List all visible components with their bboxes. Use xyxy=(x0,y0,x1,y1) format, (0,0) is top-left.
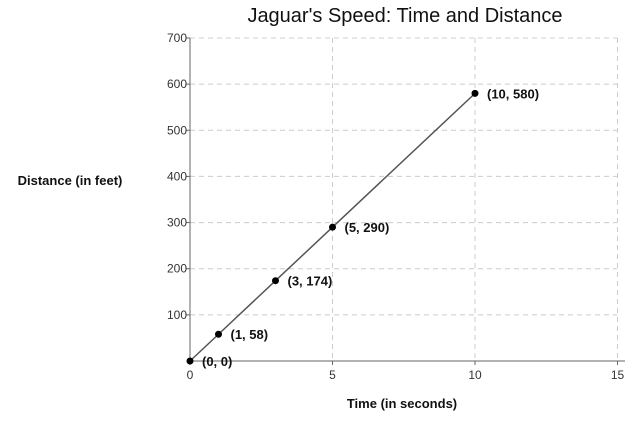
data-point xyxy=(329,223,336,231)
y-tick-label: 200 xyxy=(167,262,187,276)
tick-label-layer: 100 200 300 400 500 600 700 0 5 10 15 xyxy=(167,31,625,382)
y-tick-label: 400 xyxy=(167,169,187,183)
data-point-label: (10, 580) xyxy=(487,86,539,101)
x-tick-label: 15 xyxy=(611,368,625,382)
data-point-label: (5, 290) xyxy=(345,220,390,235)
data-point-label: (1, 58) xyxy=(231,327,269,342)
y-axis-label: Distance (in feet) xyxy=(18,173,123,188)
data-point-label: (0, 0) xyxy=(202,354,232,369)
y-tick-label: 700 xyxy=(167,31,187,45)
y-tick-label: 300 xyxy=(167,216,187,230)
y-tick-label: 100 xyxy=(167,308,187,322)
grid-layer xyxy=(190,37,618,361)
y-tick-label: 600 xyxy=(167,77,187,91)
point-label-layer: (0, 0) (1, 58) (3, 174) (5, 290) (10, 580) xyxy=(202,86,539,369)
data-point xyxy=(471,89,479,97)
data-point xyxy=(272,277,279,285)
axis-layer xyxy=(186,37,625,365)
point-layer xyxy=(186,89,479,365)
chart-title: Jaguar's Speed: Time and Distance xyxy=(247,5,562,27)
data-point-label: (3, 174) xyxy=(288,274,333,289)
x-tick-label: 5 xyxy=(329,368,336,382)
x-tick-label: 10 xyxy=(468,368,482,382)
data-point xyxy=(186,357,194,365)
x-tick-label: 0 xyxy=(187,368,194,382)
x-axis-label: Time (in seconds) xyxy=(347,396,457,411)
y-tick-label: 500 xyxy=(167,123,187,137)
data-point xyxy=(215,330,222,338)
